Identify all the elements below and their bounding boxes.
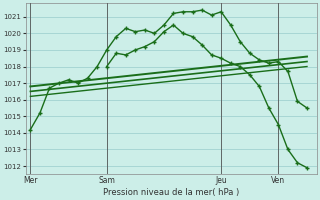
X-axis label: Pression niveau de la mer( hPa ): Pression niveau de la mer( hPa ) [103, 188, 239, 197]
